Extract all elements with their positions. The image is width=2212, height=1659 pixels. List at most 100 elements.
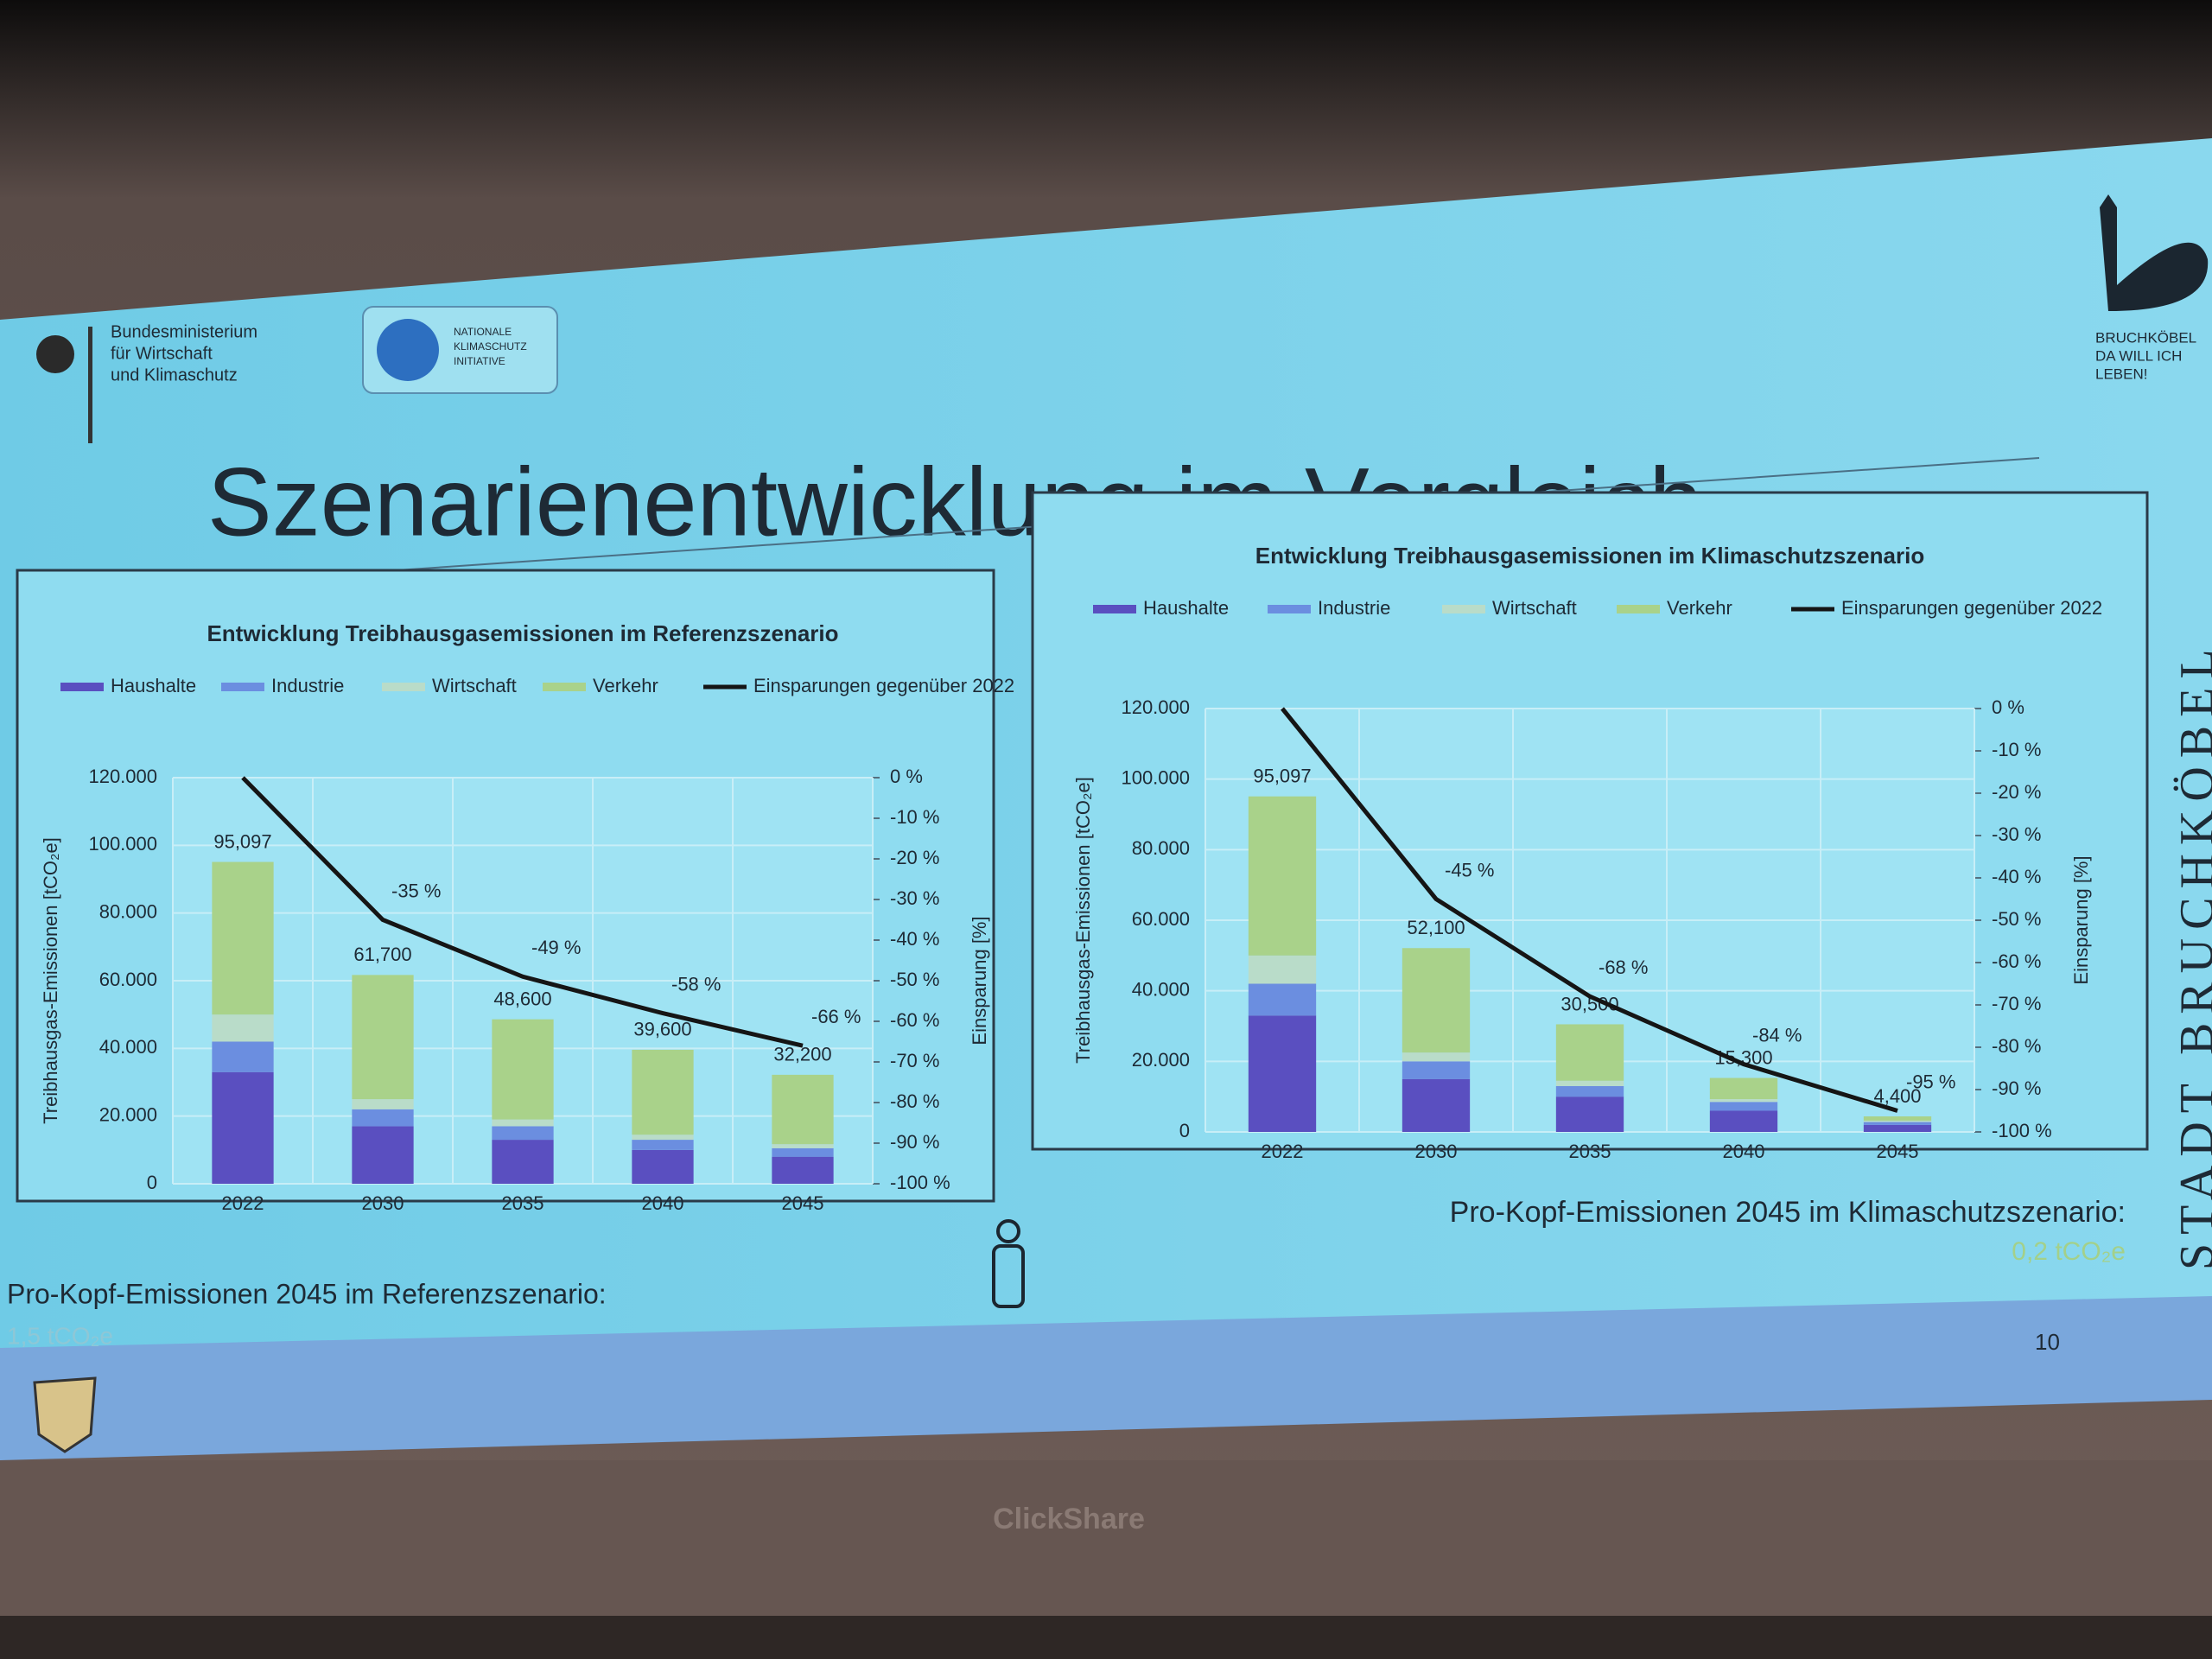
city-logo-line: LEBEN! xyxy=(2095,365,2147,382)
y2-tick-label: -70 % xyxy=(890,1050,939,1071)
chart: Entwicklung Treibhausgasemissionen im Kl… xyxy=(1031,491,2149,1162)
legend-label: Verkehr xyxy=(593,675,658,696)
y-tick-label: 120.000 xyxy=(88,766,157,787)
chart: Entwicklung Treibhausgasemissionen im Re… xyxy=(16,569,1014,1214)
bar-segment xyxy=(1402,1052,1471,1062)
bar-segment xyxy=(352,1126,414,1184)
city-logo-line: BRUCHKÖBEL xyxy=(2095,329,2196,346)
y2-tick-label: -60 % xyxy=(1992,950,2041,972)
total-label: 52,100 xyxy=(1407,917,1465,938)
legend-swatch xyxy=(221,683,264,691)
y2-tick-label: -50 % xyxy=(1992,908,2041,930)
savings-label: -68 % xyxy=(1599,957,1648,978)
bar-segment xyxy=(212,1071,274,1184)
globe-icon xyxy=(377,319,439,381)
coat-of-arms xyxy=(33,1376,97,1453)
y2-tick-label: -80 % xyxy=(1992,1035,2041,1057)
y-tick-label: 20.000 xyxy=(1132,1049,1190,1071)
y2-axis-label: Einsparung [%] xyxy=(969,916,990,1045)
bar-segment xyxy=(1555,1080,1624,1086)
bar-segment xyxy=(632,1149,694,1184)
y-axis-label: Treibhausgas-Emissionen [tCO₂e] xyxy=(1072,777,1094,1064)
city-logo-line: DA WILL ICH xyxy=(2095,347,2182,364)
y-tick-label: 0 xyxy=(1179,1120,1190,1141)
y-tick-label: 40.000 xyxy=(1132,978,1190,1000)
bar-segment xyxy=(1709,1099,1778,1103)
y-tick-label: 0 xyxy=(147,1172,157,1193)
y-tick-label: 80.000 xyxy=(99,900,157,922)
per-capita-label: Pro-Kopf-Emissionen 2045 im Klimaschutzs… xyxy=(1450,1196,2126,1229)
y2-tick-label: -90 % xyxy=(890,1131,939,1153)
bar-segment xyxy=(1248,796,1317,956)
bar-segment xyxy=(212,1014,274,1042)
bar-segment xyxy=(1709,1077,1778,1100)
ministry-line: Bundesministerium xyxy=(111,322,257,341)
y2-tick-label: -50 % xyxy=(890,969,939,990)
y2-tick-label: 0 % xyxy=(890,766,923,787)
slide-footer xyxy=(0,1296,2212,1460)
floor xyxy=(0,1616,2212,1659)
bar-segment xyxy=(352,975,414,1100)
chart-title: Entwicklung Treibhausgasemissionen im Kl… xyxy=(1255,543,1924,569)
y2-tick-label: 0 % xyxy=(1992,696,2024,718)
city-logo xyxy=(2100,194,2209,311)
x-tick-label: 2022 xyxy=(1262,1141,1304,1162)
initiative-line: NATIONALE xyxy=(454,326,512,338)
savings-label: -35 % xyxy=(391,880,441,901)
legend-label: Industrie xyxy=(271,675,344,696)
bar-segment xyxy=(1709,1110,1778,1132)
y2-tick-label: -30 % xyxy=(1992,823,2041,845)
bar-segment xyxy=(212,861,274,1015)
x-tick-label: 2045 xyxy=(1877,1141,1919,1162)
x-tick-label: 2040 xyxy=(1723,1141,1765,1162)
bar-segment xyxy=(772,1147,834,1157)
chart-title: Entwicklung Treibhausgasemissionen im Re… xyxy=(207,620,838,646)
bar-segment xyxy=(1863,1124,1932,1132)
legend-swatch xyxy=(1617,605,1660,613)
bar-segment xyxy=(1555,1096,1624,1132)
legend-swatch xyxy=(543,683,586,691)
y2-axis-label: Einsparung [%] xyxy=(2070,855,2092,984)
legend-swatch xyxy=(382,683,425,691)
bar-segment xyxy=(1863,1116,1932,1121)
bar-segment xyxy=(1555,1085,1624,1097)
bar-segment xyxy=(492,1019,554,1120)
bar-segment xyxy=(772,1074,834,1145)
per-capita-value: 0,2 tCO₂e xyxy=(2012,1237,2126,1266)
bar-segment xyxy=(1863,1120,1932,1122)
savings-line xyxy=(241,776,804,1048)
savings-line xyxy=(1281,707,1898,1113)
bar-segment xyxy=(1402,1061,1471,1079)
x-tick-label: 2035 xyxy=(502,1192,544,1214)
y2-tick-label: -30 % xyxy=(890,887,939,909)
legend-label: Einsparungen gegenüber 2022 xyxy=(1841,597,2102,619)
bar-segment xyxy=(212,1041,274,1072)
y2-tick-label: -20 % xyxy=(890,847,939,868)
bar-segment xyxy=(1709,1102,1778,1111)
legend-label: Haushalte xyxy=(1143,597,1229,619)
legend-swatch xyxy=(60,683,104,691)
bar-segment xyxy=(1248,955,1317,984)
y-axis-label: Treibhausgas-Emissionen [tCO₂e] xyxy=(40,837,61,1124)
y-tick-label: 60.000 xyxy=(1132,908,1190,930)
bar-segment xyxy=(772,1144,834,1148)
total-label: 39,600 xyxy=(633,1019,691,1040)
savings-label: -45 % xyxy=(1445,859,1494,880)
x-tick-label: 2040 xyxy=(642,1192,684,1214)
legend-label: Wirtschaft xyxy=(1492,597,1577,619)
bar-segment xyxy=(1555,1024,1624,1081)
bar-segment xyxy=(1248,1015,1317,1132)
savings-label: -58 % xyxy=(671,973,721,995)
bar-segment xyxy=(1863,1122,1932,1125)
person-icon xyxy=(992,1219,1025,1308)
total-label: 95,097 xyxy=(213,830,271,852)
savings-label: -84 % xyxy=(1752,1024,1802,1046)
charts: Entwicklung Treibhausgasemissionen im Re… xyxy=(16,491,2149,1214)
bar-segment xyxy=(1248,983,1317,1016)
total-label: 32,200 xyxy=(773,1044,831,1065)
savings-label: -95 % xyxy=(1906,1071,1955,1092)
y-tick-label: 80.000 xyxy=(1132,837,1190,859)
x-tick-label: 2022 xyxy=(222,1192,264,1214)
y2-tick-label: -40 % xyxy=(890,928,939,950)
y-tick-label: 20.000 xyxy=(99,1103,157,1125)
